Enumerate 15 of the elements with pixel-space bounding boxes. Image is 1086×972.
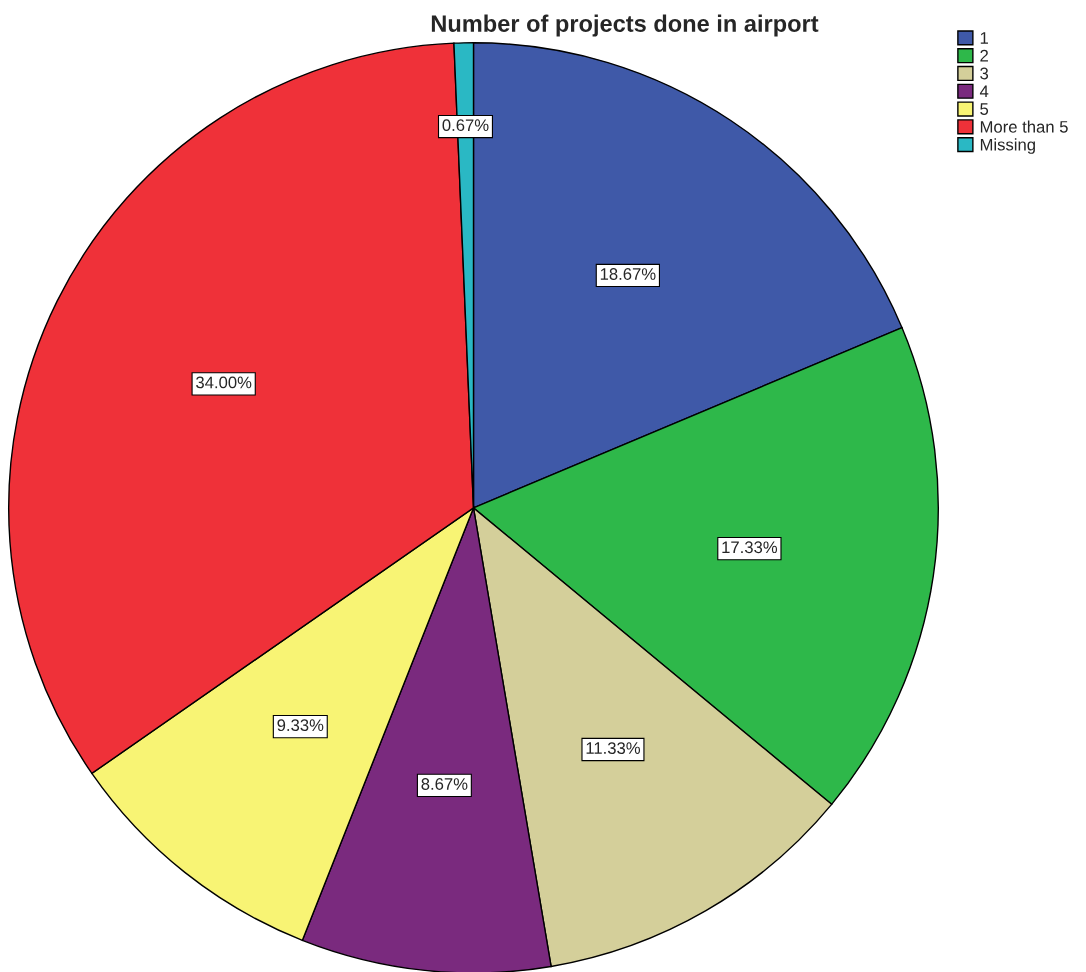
- data-label: 18.67%: [600, 268, 656, 280]
- data-label: 0.67%: [442, 119, 489, 132]
- data-label: 17.33%: [722, 541, 778, 554]
- data-label: 9.33%: [277, 719, 324, 732]
- legend-label: 3: [980, 67, 989, 80]
- legend-label: 4: [979, 85, 989, 98]
- data-label: 8.67%: [421, 778, 468, 790]
- data-label: 11.33%: [586, 742, 641, 754]
- legend-label: 2: [980, 49, 988, 62]
- data-label: 34.00%: [196, 376, 252, 389]
- chart-title: Number of projects done in airport: [431, 14, 819, 37]
- legend-label: Missing: [980, 138, 1035, 154]
- legend-label: 1: [980, 32, 988, 44]
- legend-label: 5: [980, 103, 989, 115]
- legend-label: More than 5: [980, 120, 1068, 133]
